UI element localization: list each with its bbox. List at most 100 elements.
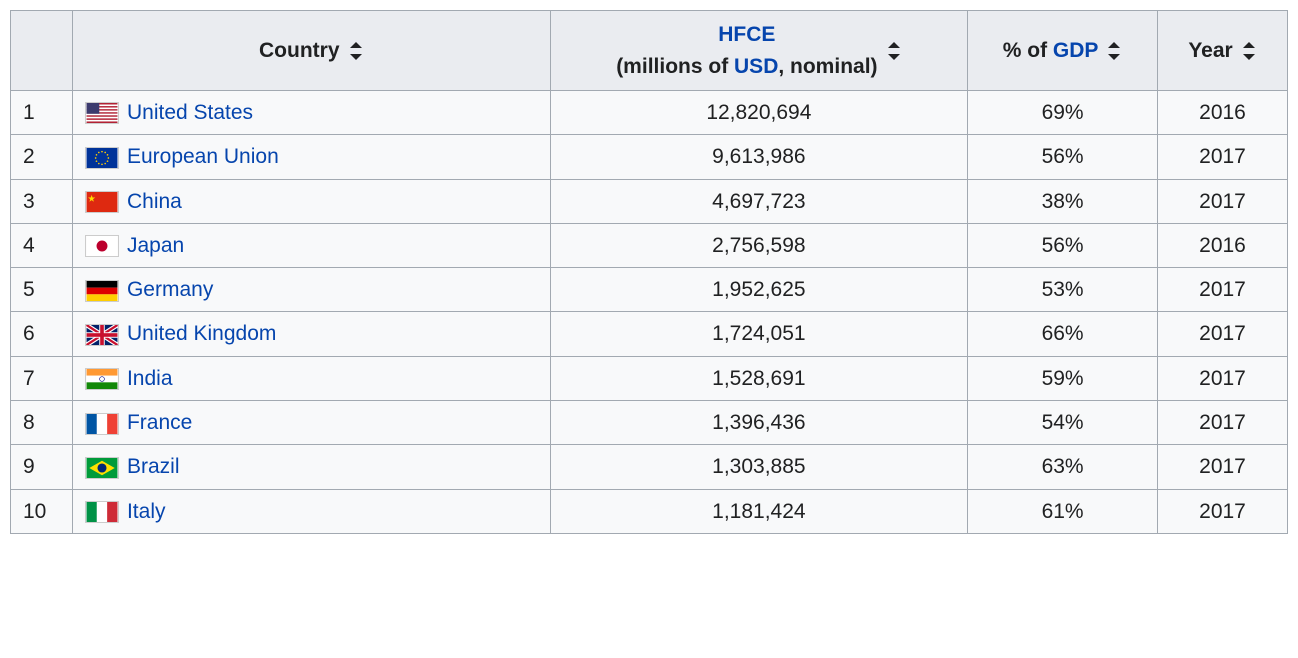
table-row: 3 China 4,697,72338%2017: [11, 179, 1288, 223]
gb-flag-icon: [85, 324, 119, 346]
country-cell: France: [72, 401, 550, 445]
gdp-link[interactable]: GDP: [1053, 39, 1099, 62]
hfce-cell: 1,181,424: [550, 489, 968, 533]
rank-cell: 9: [11, 445, 73, 489]
country-cell: Brazil: [72, 445, 550, 489]
country-cell: United States: [72, 91, 550, 135]
year-cell: 2017: [1158, 401, 1288, 445]
year-cell: 2016: [1158, 91, 1288, 135]
year-cell: 2017: [1158, 489, 1288, 533]
col-header-hfce[interactable]: HFCE (millions of USD, nominal): [550, 11, 968, 91]
col-header-country-label: Country: [259, 35, 340, 67]
table-row: 7 India 1,528,69159%2017: [11, 356, 1288, 400]
cn-flag-icon: [85, 191, 119, 213]
country-cell: India: [72, 356, 550, 400]
hfce-cell: 1,528,691: [550, 356, 968, 400]
country-link[interactable]: China: [127, 190, 182, 213]
country-link[interactable]: European Union: [127, 145, 279, 168]
hfce-cell: 2,756,598: [550, 223, 968, 267]
country-link[interactable]: United States: [127, 101, 253, 124]
sort-icon[interactable]: [1243, 42, 1257, 60]
country-cell: Japan: [72, 223, 550, 267]
de-flag-icon: [85, 280, 119, 302]
table-row: 8 France 1,396,43654%2017: [11, 401, 1288, 445]
br-flag-icon: [85, 457, 119, 479]
country-cell: Germany: [72, 268, 550, 312]
hfce-sub-before: (millions of: [616, 55, 734, 78]
year-cell: 2017: [1158, 135, 1288, 179]
hfce-cell: 4,697,723: [550, 179, 968, 223]
pct-gdp-cell: 69%: [968, 91, 1158, 135]
rank-cell: 8: [11, 401, 73, 445]
country-cell: China: [72, 179, 550, 223]
country-link[interactable]: United Kingdom: [127, 322, 276, 345]
hfce-cell: 1,396,436: [550, 401, 968, 445]
col-header-country[interactable]: Country: [72, 11, 550, 91]
pct-gdp-cell: 38%: [968, 179, 1158, 223]
fr-flag-icon: [85, 413, 119, 435]
country-cell: European Union: [72, 135, 550, 179]
it-flag-icon: [85, 501, 119, 523]
table-row: 4 Japan 2,756,59856%2016: [11, 223, 1288, 267]
rank-cell: 10: [11, 489, 73, 533]
table-row: 6 United Kingdom 1,724,05166%2017: [11, 312, 1288, 356]
year-cell: 2017: [1158, 312, 1288, 356]
country-link[interactable]: India: [127, 367, 173, 390]
usd-link[interactable]: USD: [734, 55, 778, 78]
sort-icon[interactable]: [350, 42, 364, 60]
rank-cell: 7: [11, 356, 73, 400]
pct-gdp-cell: 63%: [968, 445, 1158, 489]
sort-icon[interactable]: [888, 42, 902, 60]
country-link[interactable]: Italy: [127, 500, 166, 523]
year-cell: 2017: [1158, 268, 1288, 312]
country-link[interactable]: Germany: [127, 278, 213, 301]
country-cell: United Kingdom: [72, 312, 550, 356]
year-cell: 2017: [1158, 445, 1288, 489]
jp-flag-icon: [85, 235, 119, 257]
hfce-cell: 1,724,051: [550, 312, 968, 356]
hfce-cell: 1,303,885: [550, 445, 968, 489]
hfce-cell: 9,613,986: [550, 135, 968, 179]
hfce-cell: 1,952,625: [550, 268, 968, 312]
country-link[interactable]: France: [127, 411, 192, 434]
col-header-year[interactable]: Year: [1158, 11, 1288, 91]
table-body: 1United States12,820,69469%20162European…: [11, 91, 1288, 534]
year-cell: 2016: [1158, 223, 1288, 267]
rank-cell: 2: [11, 135, 73, 179]
hfce-link[interactable]: HFCE: [718, 23, 775, 46]
country-link[interactable]: Brazil: [127, 455, 180, 478]
table-row: 9 Brazil 1,303,88563%2017: [11, 445, 1288, 489]
hfce-sub-after: , nominal): [778, 55, 877, 78]
in-flag-icon: [85, 368, 119, 390]
eu-flag-icon: [85, 147, 119, 169]
table-row: 10 Italy 1,181,42461%2017: [11, 489, 1288, 533]
pct-gdp-cell: 61%: [968, 489, 1158, 533]
col-header-year-label: Year: [1188, 35, 1232, 67]
pct-gdp-cell: 56%: [968, 135, 1158, 179]
table-header-row: Country HFCE (millions of USD, nominal): [11, 11, 1288, 91]
us-flag-icon: [85, 102, 119, 124]
table-row: 1 United States 12,820,69469%2016: [11, 91, 1288, 135]
pct-gdp-cell: 54%: [968, 401, 1158, 445]
col-header-pct-gdp[interactable]: % of GDP: [968, 11, 1158, 91]
pct-gdp-cell: 59%: [968, 356, 1158, 400]
pct-gdp-cell: 53%: [968, 268, 1158, 312]
rank-cell: 4: [11, 223, 73, 267]
hfce-table: Country HFCE (millions of USD, nominal): [10, 10, 1288, 534]
rank-cell: 3: [11, 179, 73, 223]
sort-icon[interactable]: [1108, 42, 1122, 60]
country-link[interactable]: Japan: [127, 234, 184, 257]
rank-cell: 5: [11, 268, 73, 312]
table-row: 5 Germany 1,952,62553%2017: [11, 268, 1288, 312]
rank-cell: 1: [11, 91, 73, 135]
pct-gdp-before: % of: [1003, 39, 1053, 62]
pct-gdp-cell: 56%: [968, 223, 1158, 267]
col-header-rank: [11, 11, 73, 91]
year-cell: 2017: [1158, 179, 1288, 223]
hfce-cell: 12,820,694: [550, 91, 968, 135]
pct-gdp-cell: 66%: [968, 312, 1158, 356]
table-row: 2 European Union 9,613,98656%2017: [11, 135, 1288, 179]
country-cell: Italy: [72, 489, 550, 533]
year-cell: 2017: [1158, 356, 1288, 400]
rank-cell: 6: [11, 312, 73, 356]
